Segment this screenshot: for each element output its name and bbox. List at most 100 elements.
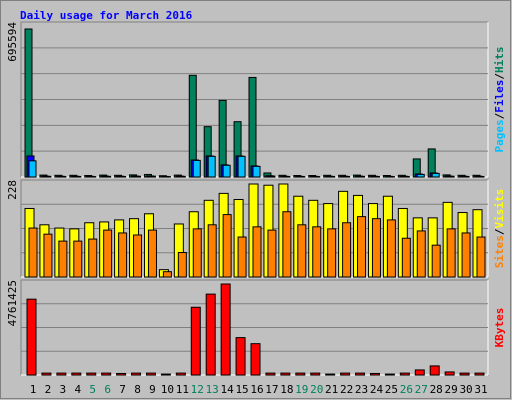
bar: [416, 173, 425, 178]
bar: [160, 373, 171, 376]
bar: [252, 165, 261, 178]
x-tick-label: 14: [221, 383, 235, 396]
bar: [295, 372, 306, 376]
bar: [41, 372, 52, 376]
bar: [205, 293, 216, 376]
bar: [282, 211, 292, 278]
bar: [446, 175, 455, 178]
bar: [297, 224, 307, 278]
x-tick-label: 17: [265, 383, 278, 396]
bar: [101, 372, 112, 376]
x-tick-label: 22: [340, 383, 353, 396]
x-tick-label: 16: [250, 383, 263, 396]
bar: [145, 372, 156, 376]
bar: [118, 175, 127, 178]
bar: [131, 372, 142, 376]
y-tick-label: 4761425: [6, 280, 19, 326]
bar: [384, 373, 395, 376]
bar: [342, 222, 352, 278]
x-tick-label: 30: [459, 383, 472, 396]
bar: [369, 372, 380, 376]
x-tick-label: 18: [280, 383, 293, 396]
bar: [103, 175, 112, 178]
bar: [237, 155, 246, 178]
bar: [58, 240, 68, 278]
bar: [88, 238, 98, 278]
x-tick-label: 13: [206, 383, 219, 396]
bar: [371, 218, 381, 278]
bar: [192, 159, 201, 178]
x-tick-label: 5: [89, 383, 96, 396]
bar: [282, 175, 291, 178]
bar: [177, 175, 186, 178]
bar: [431, 244, 441, 278]
x-tick-label: 15: [235, 383, 248, 396]
bar: [175, 372, 186, 376]
x-tick-label: 7: [119, 383, 126, 396]
legend-entry: Files: [493, 80, 506, 113]
x-tick-label: 28: [430, 383, 443, 396]
bar: [312, 226, 322, 278]
legend-separator: /: [493, 73, 506, 80]
bar: [416, 230, 426, 278]
bar: [73, 175, 82, 178]
legend: KBytes: [493, 308, 506, 348]
bar: [399, 372, 410, 376]
x-tick-label: 12: [191, 383, 204, 396]
bar: [267, 175, 276, 178]
bar: [310, 372, 321, 376]
bar: [190, 306, 201, 376]
bar: [280, 372, 291, 376]
bar: [355, 372, 366, 376]
bar: [28, 227, 38, 278]
bar: [446, 228, 456, 278]
x-tick-label: 11: [176, 383, 189, 396]
bar: [461, 232, 471, 278]
bar: [250, 343, 261, 376]
bar: [401, 237, 411, 278]
bar: [267, 229, 277, 278]
bar: [265, 372, 276, 376]
bar: [401, 175, 410, 178]
bar: [252, 226, 262, 278]
bar: [474, 372, 485, 376]
bar: [327, 228, 337, 278]
bar: [192, 228, 202, 278]
bar: [357, 216, 367, 278]
bar: [325, 373, 336, 376]
legend: Sites/Visits: [493, 189, 506, 269]
legend-separator: /: [493, 228, 506, 235]
legend: Pages/Files/Hits: [493, 47, 506, 153]
bar: [371, 175, 380, 178]
bar: [476, 175, 485, 178]
x-tick-label: 9: [149, 383, 156, 396]
bar: [43, 175, 52, 178]
x-tick-label: 24: [370, 383, 384, 396]
bar: [459, 372, 470, 376]
bar: [26, 298, 37, 376]
x-tick-label: 19: [295, 383, 308, 396]
bar: [58, 175, 67, 178]
legend-entry: KBytes: [493, 308, 506, 348]
x-tick-label: 2: [45, 383, 52, 396]
bar: [86, 372, 97, 376]
x-tick-label: 8: [134, 383, 141, 396]
y-tick-label: 695594: [6, 22, 19, 62]
bar: [414, 369, 425, 376]
x-tick-label: 21: [325, 383, 338, 396]
bar: [327, 175, 336, 178]
bar: [386, 219, 396, 278]
bar: [133, 234, 143, 278]
bar: [177, 252, 187, 278]
bar: [357, 175, 366, 178]
bar: [342, 175, 351, 178]
x-tick-label: 1: [30, 383, 37, 396]
x-tick-label: 3: [60, 383, 67, 396]
x-tick-label: 20: [310, 383, 323, 396]
legend-entry: Sites: [493, 235, 506, 268]
x-tick-label: 4: [74, 383, 81, 396]
bar: [248, 76, 257, 178]
bar: [73, 240, 83, 278]
bar: [28, 160, 37, 178]
